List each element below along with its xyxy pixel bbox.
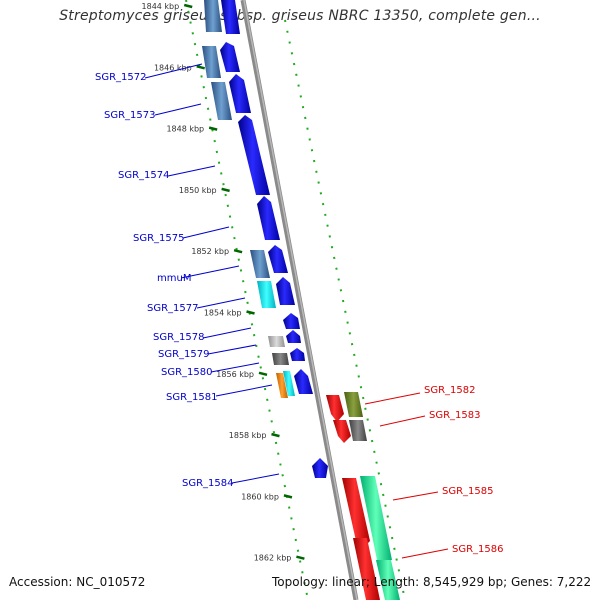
gene-arrow[interactable]: [268, 245, 288, 273]
right-labels: SGR_1582 SGR_1583 SGR_1585 SGR_1586: [364, 385, 504, 559]
accession-text: Accession: NC_010572: [9, 575, 146, 589]
leader-line: [202, 327, 252, 339]
gene-label-sgr-1579[interactable]: SGR_1579: [158, 349, 210, 360]
gene-block[interactable]: [344, 392, 363, 417]
tick-mark: [283, 494, 293, 499]
leader-line: [180, 265, 240, 279]
gene-label-mmum[interactable]: mmuM: [157, 273, 191, 284]
gene-arrow[interactable]: [333, 420, 351, 443]
leader-line: [167, 165, 216, 177]
gene-label-sgr-1585[interactable]: SGR_1585: [442, 486, 494, 497]
gene-block[interactable]: [272, 353, 289, 365]
gene-arrow[interactable]: [290, 348, 305, 361]
leader-line: [207, 344, 257, 355]
leader-line: [231, 473, 280, 484]
gene-label-sgr-1578[interactable]: SGR_1578: [153, 332, 205, 343]
gene-arrow[interactable]: [276, 277, 295, 305]
tick-mark: [258, 371, 268, 377]
leader-line: [215, 384, 273, 397]
gene-arrow[interactable]: [286, 330, 301, 343]
gene-arrow[interactable]: [221, 0, 240, 34]
left-labels: SGR_1572 SGR_1573 SGR_1574 SGR_1575 mmuM…: [95, 63, 280, 489]
tick-label: 1856 kbp: [216, 370, 254, 379]
gene-block[interactable]: [268, 336, 285, 347]
gene-block[interactable]: [250, 250, 270, 278]
tick-label: 1852 kbp: [191, 247, 229, 256]
gene-block[interactable]: [360, 476, 392, 560]
gene-block[interactable]: [376, 560, 400, 600]
gene-arrow[interactable]: [204, 0, 222, 32]
leader-line: [196, 297, 246, 309]
genome-summary-text: Topology: linear; Length: 8,545,929 bp; …: [272, 575, 592, 589]
leader-line: [364, 392, 421, 405]
backbone-highlight: [243, 0, 358, 600]
tick-mark: [246, 310, 255, 315]
gene-arrow[interactable]: [342, 478, 370, 548]
gene-arrow[interactable]: [326, 395, 344, 422]
gene-label-sgr-1575[interactable]: SGR_1575: [133, 233, 185, 244]
tick-label: 1844 kbp: [142, 2, 180, 11]
gene-block[interactable]: [211, 82, 232, 120]
gene-block[interactable]: [276, 373, 288, 398]
tick-label: 1850 kbp: [179, 186, 217, 195]
leader-line: [379, 415, 426, 427]
backbone-line: [240, 0, 359, 600]
gene-block[interactable]: [283, 371, 295, 396]
map-title: Streptomyces griseus subsp. griseus NBRC…: [59, 8, 541, 24]
gene-label-sgr-1580[interactable]: SGR_1580: [161, 367, 213, 378]
tick-label: 1846 kbp: [154, 63, 192, 72]
tick-mark: [196, 65, 205, 70]
gene-arrow[interactable]: [283, 313, 300, 329]
forward-genes: [202, 0, 328, 478]
leader-line: [182, 226, 230, 239]
gene-label-sgr-1572[interactable]: SGR_1572: [95, 72, 147, 83]
tick-mark: [233, 248, 243, 254]
gene-arrow[interactable]: [229, 74, 251, 113]
gene-block[interactable]: [257, 281, 276, 308]
gene-arrow[interactable]: [294, 369, 313, 394]
tick-mark: [208, 126, 218, 131]
tick-label: 1862 kbp: [254, 554, 292, 563]
reverse-genes: [326, 392, 400, 600]
leader-line: [210, 362, 260, 373]
tick-mark: [296, 555, 305, 560]
leader-line: [144, 63, 203, 79]
gene-block[interactable]: [349, 420, 367, 441]
gene-label-sgr-1582[interactable]: SGR_1582: [424, 385, 476, 396]
gene-arrow[interactable]: [257, 196, 280, 240]
gene-block[interactable]: [202, 46, 221, 78]
gene-label-sgr-1573[interactable]: SGR_1573: [104, 110, 156, 121]
gene-arrow[interactable]: [312, 458, 328, 478]
tick-label: 1858 kbp: [229, 431, 267, 440]
gene-label-sgr-1583[interactable]: SGR_1583: [429, 410, 481, 421]
leader-line: [401, 548, 449, 559]
gene-arrow[interactable]: [238, 115, 270, 195]
tick-label: 1860 kbp: [241, 492, 279, 501]
gene-arrow[interactable]: [353, 538, 380, 600]
gene-arrow[interactable]: [220, 42, 240, 72]
gene-label-sgr-1586[interactable]: SGR_1586: [452, 544, 504, 555]
gene-label-sgr-1581[interactable]: SGR_1581: [166, 392, 218, 403]
leader-line: [392, 491, 439, 501]
tick-mark: [183, 3, 193, 9]
tick-mark: [271, 432, 280, 438]
gene-label-sgr-1584[interactable]: SGR_1584: [182, 478, 234, 489]
tick-label: 1854 kbp: [204, 309, 242, 318]
tick-mark: [221, 187, 230, 193]
gene-label-sgr-1577[interactable]: SGR_1577: [147, 303, 199, 314]
tick-label: 1848 kbp: [166, 125, 204, 134]
leader-line: [154, 103, 202, 116]
gene-label-sgr-1574[interactable]: SGR_1574: [118, 170, 170, 181]
